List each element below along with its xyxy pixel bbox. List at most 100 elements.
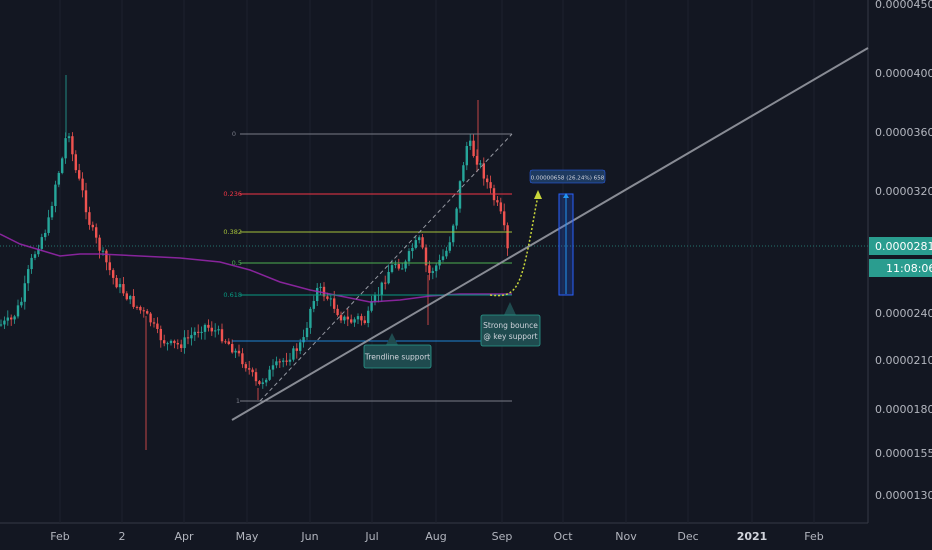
candle-body	[30, 257, 33, 270]
candle-body	[380, 282, 383, 295]
trendline-support-callout[interactable]: Trendline support	[363, 333, 432, 369]
candle-body	[33, 254, 37, 258]
candle-body	[288, 359, 292, 362]
measure-label-box	[529, 169, 606, 184]
candle-body	[458, 181, 462, 209]
strong-bounce-line2: @ key support	[483, 332, 537, 341]
candle-body	[214, 330, 217, 332]
callout-box	[363, 344, 432, 369]
candle-body	[285, 360, 288, 362]
candle-body	[115, 277, 118, 288]
candle-body	[149, 313, 152, 323]
candle-body	[71, 136, 74, 155]
x-tick-label: Aug	[425, 530, 446, 543]
callout-pointer	[504, 302, 516, 315]
fib-label-05: 0.5	[232, 259, 242, 267]
x-tick-label: 2	[119, 530, 126, 543]
candle-body	[356, 316, 360, 320]
x-tick-label: Dec	[677, 530, 698, 543]
candle-body	[101, 250, 105, 252]
countdown-value: 11:08:06	[886, 262, 932, 275]
candle-body	[176, 343, 179, 345]
trendline-support-label: Trendline support	[364, 353, 430, 362]
candle-body	[186, 337, 190, 339]
x-tick-label: Feb	[50, 530, 69, 543]
candle-body	[248, 368, 251, 370]
candle-body	[40, 237, 43, 249]
candle-body	[428, 265, 431, 273]
x-tick-label: Jun	[300, 530, 318, 543]
candle-body	[95, 227, 98, 238]
candle-body	[275, 361, 278, 366]
price-range-measure[interactable]: 0.00000658 (26.24%) 658	[529, 169, 606, 296]
candle-body	[210, 327, 213, 332]
candle-body	[336, 308, 339, 316]
projection-curve[interactable]	[489, 195, 539, 297]
candle-body	[10, 317, 13, 320]
fib-label-0382: 0.382	[223, 228, 242, 236]
candle-body	[448, 242, 451, 251]
candle-body	[112, 270, 115, 278]
candle-body	[482, 163, 485, 179]
candle-body	[152, 322, 156, 324]
candle-body	[81, 178, 84, 191]
candle-body	[346, 316, 349, 320]
candle-body	[499, 202, 502, 212]
candle-body	[27, 269, 30, 284]
candle-body	[190, 335, 193, 339]
candle-body	[421, 237, 424, 248]
x-tick-label: Oct	[553, 530, 573, 543]
candle-body	[322, 286, 326, 297]
candle-body	[394, 264, 397, 266]
candle-body	[312, 301, 315, 309]
x-tick-label: May	[236, 530, 259, 543]
candle-body	[91, 224, 94, 228]
candle-body	[13, 316, 16, 320]
candle-body	[180, 344, 183, 349]
candle-body	[108, 262, 111, 271]
strong-bounce-line1: Strong bounce	[483, 321, 538, 330]
candle-body	[360, 316, 363, 321]
candle-body	[118, 284, 122, 288]
candle-body	[363, 320, 366, 324]
candle-body	[445, 250, 448, 257]
long-trendline[interactable]	[231, 47, 869, 421]
candle-body	[373, 295, 377, 302]
current-price-value: 0.00002813	[875, 240, 932, 253]
fibonacci-retracement[interactable]: 0 0.236 0.382 0.5 0.618 1	[223, 130, 513, 405]
candle-body	[163, 340, 166, 344]
candle-body	[207, 324, 210, 328]
candle-body	[465, 145, 468, 166]
candle-body	[224, 341, 227, 343]
candle-body	[6, 317, 9, 321]
candle-body	[146, 311, 149, 314]
candle-body	[47, 217, 50, 233]
x-tick-label: Feb	[804, 530, 823, 543]
candle-body	[237, 350, 241, 354]
candle-body	[302, 337, 305, 343]
candle-body	[139, 306, 142, 311]
current-price-tag[interactable]: 0.00002813 11:08:06	[869, 237, 932, 277]
candle-body	[156, 323, 159, 329]
candle-body	[50, 205, 54, 218]
candle-body	[469, 140, 472, 146]
candle-body	[404, 261, 407, 269]
candle-body	[169, 340, 173, 344]
candle-body	[486, 178, 489, 183]
candle-body	[503, 211, 506, 226]
strong-bounce-callout[interactable]: Strong bounce @ key support	[480, 302, 541, 347]
candle-body	[384, 282, 387, 284]
callout-pointer	[386, 333, 398, 345]
candle-body	[496, 200, 499, 203]
candle-body	[282, 360, 285, 362]
candle-body	[44, 232, 47, 238]
candle-body	[265, 379, 268, 383]
candle-body	[203, 324, 207, 332]
candle-body	[135, 306, 139, 308]
